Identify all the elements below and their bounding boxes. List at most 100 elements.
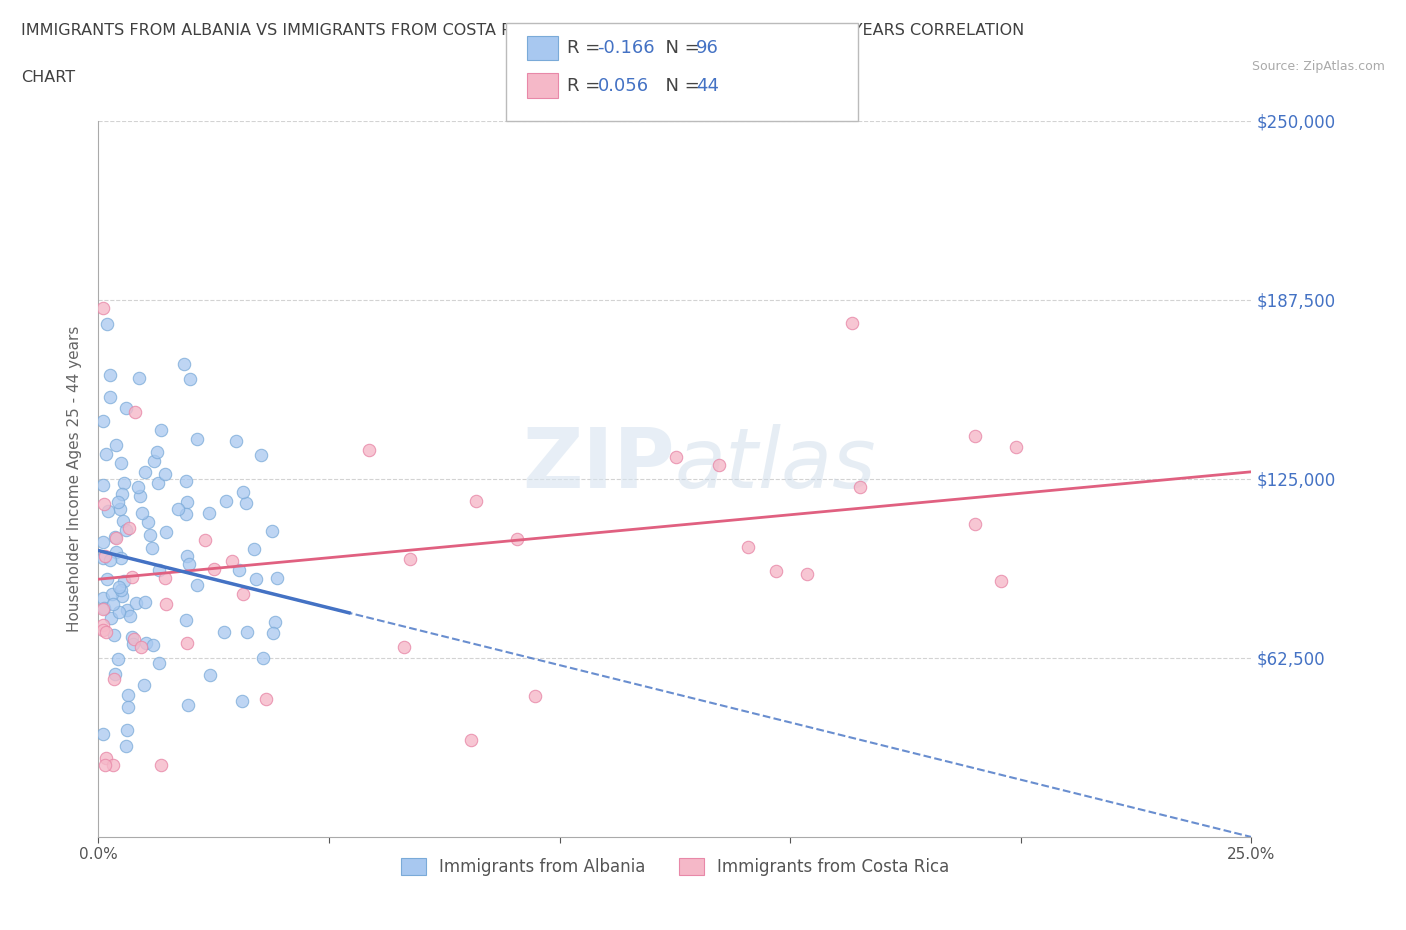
Point [128, 371, 150, 386]
Point [134, 595, 156, 610]
Point [136, 514, 159, 529]
Point [173, 356, 195, 371]
Text: Source: ZipAtlas.com: Source: ZipAtlas.com [1251, 60, 1385, 73]
Point [460, 733, 482, 748]
Point [91, 300, 114, 315]
Point [252, 650, 274, 665]
Point [117, 699, 139, 714]
Point [709, 458, 731, 473]
Text: atlas: atlas [675, 424, 876, 505]
Point [262, 626, 284, 641]
Point [108, 579, 131, 594]
Point [214, 625, 236, 640]
Point [112, 476, 135, 491]
Point [150, 422, 173, 437]
Point [245, 571, 267, 586]
Point [198, 668, 221, 683]
Point [232, 485, 254, 499]
Text: 0.056: 0.056 [598, 76, 648, 95]
Point [121, 569, 143, 584]
Point [202, 562, 225, 577]
Text: 44: 44 [696, 76, 718, 95]
Point [104, 667, 127, 682]
Text: R =: R = [567, 76, 606, 95]
Point [112, 513, 135, 528]
Point [91, 727, 114, 742]
Point [179, 371, 201, 386]
Point [124, 595, 146, 610]
Point [198, 506, 221, 521]
Point [117, 688, 139, 703]
Point [138, 527, 160, 542]
Point [264, 615, 287, 630]
Point [101, 586, 124, 601]
Point [176, 635, 198, 650]
Point [103, 671, 125, 686]
Point [104, 530, 127, 545]
Point [127, 479, 149, 494]
Y-axis label: Householder Income Ages 25 - 44 years: Householder Income Ages 25 - 44 years [67, 326, 83, 632]
Point [841, 315, 863, 330]
Point [104, 437, 127, 452]
Point [107, 494, 129, 509]
Text: N =: N = [654, 39, 706, 58]
Point [115, 723, 138, 737]
Point [392, 640, 415, 655]
Point [108, 501, 131, 516]
Point [963, 429, 986, 444]
Point [131, 506, 153, 521]
Point [148, 475, 170, 490]
Point [231, 693, 253, 708]
Point [118, 608, 141, 623]
Point [132, 677, 155, 692]
Point [107, 605, 129, 620]
Point [155, 525, 177, 539]
Point [111, 486, 134, 501]
Point [96, 572, 118, 587]
Point [93, 496, 115, 511]
Point [91, 602, 114, 617]
Text: ZIP: ZIP [523, 424, 675, 505]
Point [98, 552, 121, 567]
Point [135, 636, 157, 651]
Point [965, 516, 987, 531]
Point [176, 473, 198, 488]
Point [98, 390, 121, 405]
Point [91, 477, 114, 492]
Point [176, 495, 198, 510]
Point [174, 507, 197, 522]
Point [176, 549, 198, 564]
Point [134, 465, 156, 480]
Point [260, 524, 283, 538]
Point [142, 637, 165, 652]
Point [524, 689, 547, 704]
Point [399, 551, 422, 566]
Point [849, 480, 872, 495]
Point [254, 691, 277, 706]
Point [177, 556, 200, 571]
Point [215, 494, 238, 509]
Legend: Immigrants from Albania, Immigrants from Costa Rica: Immigrants from Albania, Immigrants from… [394, 851, 956, 883]
Point [114, 522, 136, 537]
Point [141, 541, 163, 556]
Point [737, 539, 759, 554]
Point [148, 563, 170, 578]
Point [249, 447, 271, 462]
Point [101, 596, 124, 611]
Point [166, 502, 188, 517]
Point [236, 625, 259, 640]
Point [101, 758, 124, 773]
Point [174, 613, 197, 628]
Point [225, 433, 247, 448]
Point [148, 656, 170, 671]
Point [91, 591, 114, 605]
Point [93, 600, 115, 615]
Point [114, 400, 136, 415]
Point [235, 496, 257, 511]
Point [243, 541, 266, 556]
Point [97, 504, 120, 519]
Point [186, 578, 208, 592]
Point [266, 570, 288, 585]
Point [91, 623, 114, 638]
Point [98, 368, 121, 383]
